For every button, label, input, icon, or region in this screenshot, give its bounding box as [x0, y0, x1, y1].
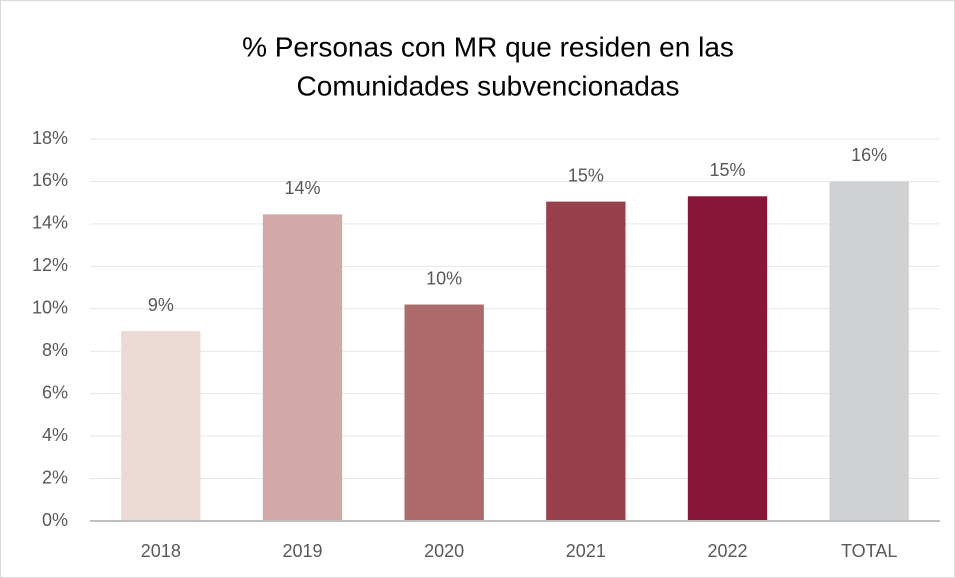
x-tick-label: 2022 [707, 541, 747, 561]
x-tick-label: 2019 [282, 541, 322, 561]
data-label: 16% [851, 145, 887, 165]
x-tick-label: 2021 [566, 541, 606, 561]
x-tick-label: 2020 [424, 541, 464, 561]
bar [546, 201, 626, 521]
bar [829, 181, 909, 521]
bar [121, 331, 201, 521]
y-tick-label: 8% [42, 340, 68, 360]
y-tick-label: 16% [32, 170, 68, 190]
chart-title: Comunidades subvencionadas [297, 70, 680, 101]
data-label: 9% [148, 295, 174, 315]
x-tick-label: TOTAL [841, 541, 897, 561]
bar [687, 196, 768, 522]
data-label: 15% [709, 160, 745, 180]
y-tick-label: 14% [32, 213, 68, 233]
data-label: 10% [426, 268, 462, 288]
bar [404, 304, 484, 521]
y-tick-label: 4% [42, 425, 68, 445]
bar [262, 214, 343, 522]
data-label: 14% [284, 178, 320, 198]
x-tick-label: 2018 [141, 541, 181, 561]
y-tick-label: 12% [32, 255, 68, 275]
y-tick-label: 2% [42, 467, 68, 487]
y-tick-label: 10% [32, 298, 68, 318]
y-tick-label: 6% [42, 382, 68, 402]
y-tick-label: 0% [42, 510, 68, 530]
chart-title: % Personas con MR que residen en las [242, 31, 734, 62]
data-label: 15% [568, 165, 604, 185]
y-tick-label: 18% [32, 128, 68, 148]
